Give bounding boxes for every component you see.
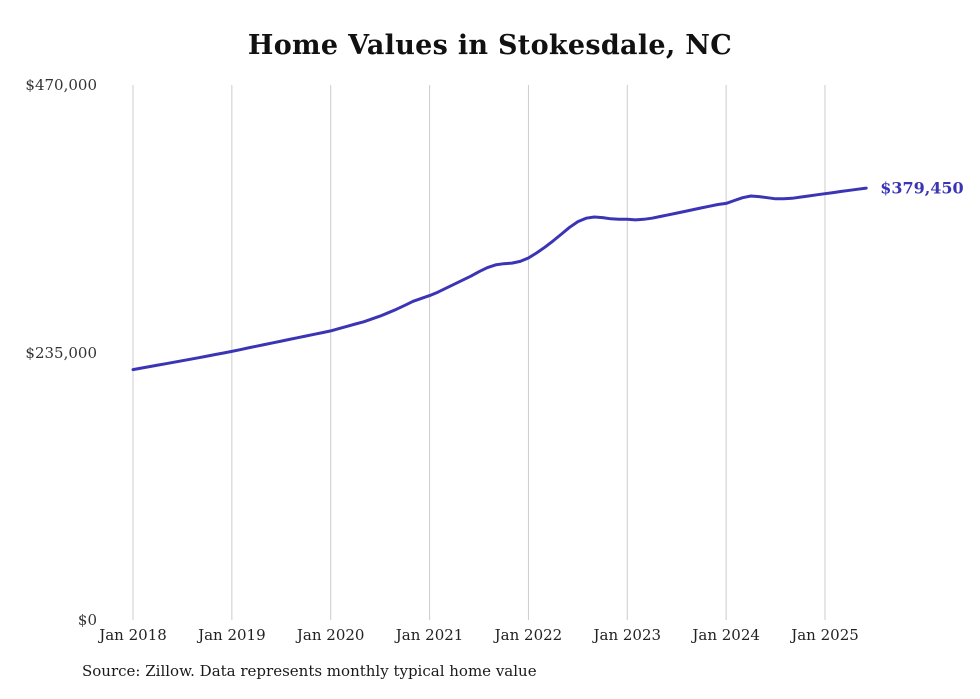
x-axis-label: Jan 2021: [395, 626, 464, 644]
value-line: [131, 186, 868, 372]
chart-title: Home Values in Stokesdale, NC: [247, 30, 733, 61]
x-axis-label: Jan 2018: [99, 626, 167, 644]
y-axis-label: $470,000: [25, 76, 97, 94]
x-axis-label: Jan 2023: [593, 626, 662, 644]
current-value-label: $379,450: [880, 178, 964, 198]
x-axis-label: Jan 2024: [692, 626, 760, 644]
x-axis-label: Jan 2020: [296, 626, 365, 644]
x-axis-label: Jan 2022: [494, 626, 563, 644]
y-axis-label: $0: [77, 611, 97, 629]
x-axis-label: Jan 2019: [198, 626, 266, 644]
y-axis-label: $235,000: [25, 343, 97, 362]
x-axis-label: Jan 2025: [791, 626, 859, 644]
source-note: Source: Zillow. Data represents monthly …: [82, 662, 537, 680]
